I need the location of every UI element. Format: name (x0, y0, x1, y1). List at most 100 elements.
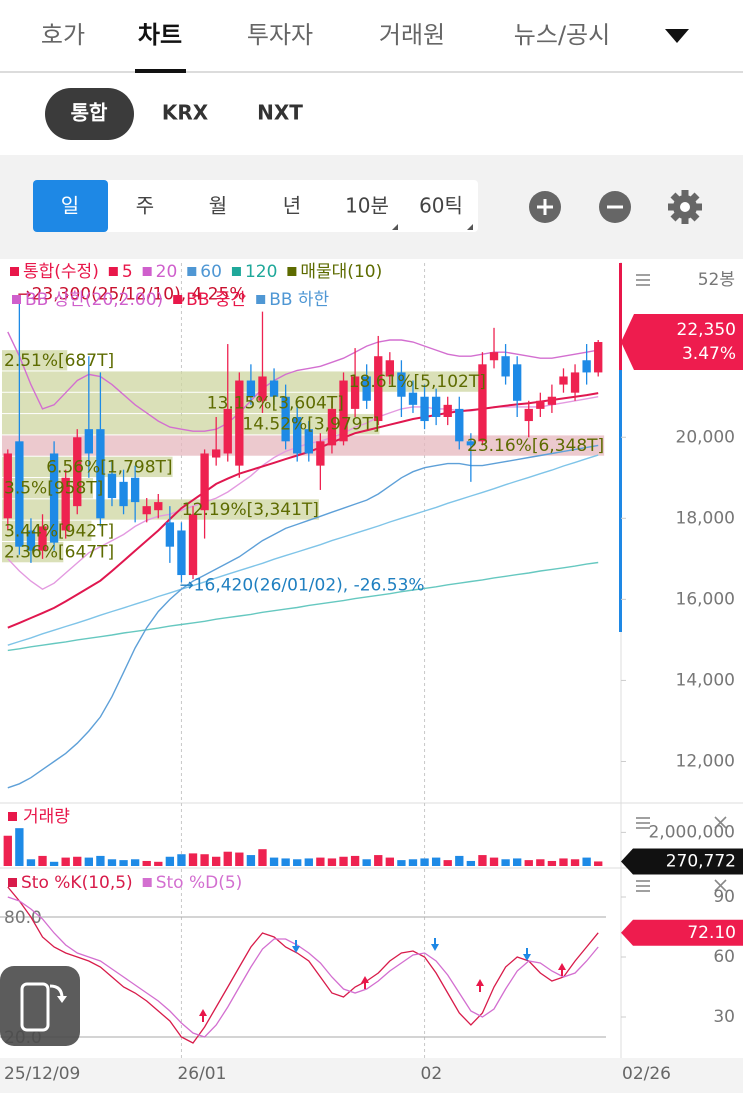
menu-icon[interactable] (636, 880, 650, 892)
candle-body (61, 477, 70, 531)
volume-bar (49, 861, 59, 866)
volume-profile-label: 18.61%[5,102T] (349, 372, 486, 392)
candle-body (96, 429, 105, 519)
candle-body (154, 502, 163, 511)
volume-profile-bar (2, 456, 173, 478)
bar-count: 52봉 (698, 270, 735, 290)
candle-body (223, 408, 232, 454)
market-tab[interactable]: 통합 (71, 101, 108, 125)
volume-bar (513, 858, 522, 866)
volume-bar (339, 856, 348, 866)
position-indicator (619, 263, 622, 370)
candle-body (188, 514, 198, 576)
volume-bar (466, 860, 476, 866)
candle-body (119, 481, 128, 507)
candle-body (594, 342, 603, 373)
candle-body (443, 404, 452, 417)
volume-bar (142, 860, 151, 866)
legend-label: BB 상한(20,2.00) (25, 290, 163, 310)
candle-body (130, 477, 140, 503)
volume-bar (3, 835, 12, 866)
tab-underline (135, 69, 186, 73)
candle-body (570, 372, 580, 393)
y-tick-label: 14,000 (676, 670, 735, 690)
volume-bar (350, 855, 360, 866)
candle-body (49, 453, 59, 543)
candle-body (339, 380, 348, 442)
volume-bar (547, 860, 557, 866)
candle-body (212, 449, 221, 458)
candle-body (536, 400, 545, 409)
settings-button[interactable] (668, 190, 702, 224)
period-button[interactable]: 년 (283, 194, 301, 218)
period-button[interactable]: 일 (61, 194, 79, 218)
indicator-line (7, 392, 599, 629)
tab[interactable]: 거래원 (379, 21, 445, 49)
volume-bar (559, 858, 568, 866)
tab[interactable]: 뉴스/공시 (514, 21, 610, 49)
indicator-line (7, 331, 599, 432)
volume-bar (246, 855, 256, 866)
candle-body (489, 352, 499, 361)
volume-bar (223, 851, 232, 866)
period-button[interactable]: 월 (209, 194, 227, 218)
market-tab[interactable]: KRX (162, 101, 209, 125)
low-annotation: →16,420(26/01/02), -26.53% (179, 575, 424, 595)
legend-label: BB 중간 (186, 290, 246, 310)
volume-bar (96, 855, 105, 866)
more-tabs-icon[interactable] (665, 29, 689, 43)
candle-body (200, 453, 209, 511)
legend-swatch (173, 295, 183, 304)
period-button[interactable]: 60틱 (419, 194, 463, 218)
reference-label: 80.0 (4, 908, 42, 928)
legend-label: 5 (122, 262, 133, 282)
dropdown-mark (392, 224, 398, 230)
tab[interactable]: 차트 (138, 21, 182, 49)
tab[interactable]: 호가 (41, 21, 85, 49)
close-icon[interactable] (714, 879, 727, 892)
market-tab[interactable]: NXT (257, 101, 303, 125)
candle-body (547, 396, 557, 405)
volume-bar (15, 828, 24, 866)
legend-swatch (142, 878, 152, 887)
legend-swatch (108, 267, 118, 276)
market-tab-active (45, 88, 134, 140)
candle-body (374, 356, 383, 422)
volume-bar (524, 860, 533, 866)
menu-icon[interactable] (636, 274, 650, 286)
x-tick-label: 02 (421, 1064, 443, 1084)
indicator-line (7, 454, 599, 646)
volume-bar (177, 854, 186, 866)
y-tick-label: 60 (713, 947, 735, 967)
volume-profile-label: 6.56%[1,798T] (46, 457, 172, 477)
tab[interactable]: 투자자 (247, 21, 313, 49)
volume-bar (293, 859, 302, 866)
zoom-in-button[interactable] (529, 191, 561, 223)
y-tick-label: 20,000 (676, 427, 735, 447)
volume-bar (304, 858, 313, 866)
rotate-button[interactable] (0, 966, 80, 1046)
x-tick-label: 02/26 (622, 1064, 671, 1084)
menu-icon[interactable] (636, 817, 650, 829)
candle-body (84, 429, 93, 454)
candle-body (142, 506, 151, 515)
volume-bar (455, 855, 464, 866)
volume-bar (397, 860, 406, 866)
close-icon[interactable] (714, 816, 727, 829)
candle-body (362, 376, 371, 401)
volume-bar (594, 861, 603, 866)
candle-body (293, 417, 302, 454)
period-button[interactable]: 주 (136, 194, 154, 218)
candle-body (107, 473, 117, 499)
volume-bar (73, 856, 82, 866)
period-button[interactable]: 10분 (345, 194, 389, 218)
x-tick-label: 25/12/09 (4, 1064, 80, 1084)
volume-bar (269, 857, 279, 866)
price-tag-change: 3.47% (682, 344, 736, 364)
y-tick-label: 12,000 (676, 751, 735, 771)
volume-bar (385, 857, 394, 866)
volume-bar (107, 859, 117, 866)
zoom-out-button[interactable] (599, 191, 631, 223)
candle-body (408, 392, 418, 405)
